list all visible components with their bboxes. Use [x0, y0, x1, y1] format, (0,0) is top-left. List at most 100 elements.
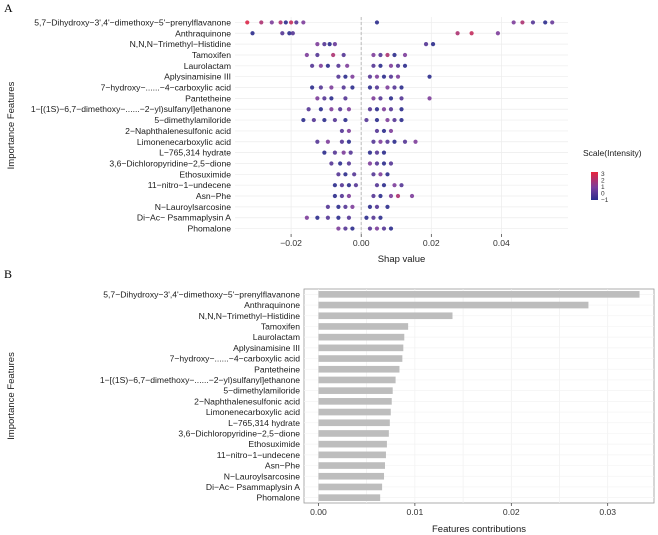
shap-point — [332, 193, 337, 199]
shap-point — [367, 74, 373, 79]
shap-point — [350, 85, 355, 90]
feature-label: N,N,N−Trimethyl−Histidine — [130, 39, 232, 49]
shap-point — [367, 226, 373, 231]
x-tick-label: 0.04 — [493, 238, 510, 248]
bar — [318, 344, 404, 352]
shap-point — [332, 42, 337, 47]
bar — [318, 472, 385, 480]
shap-point — [304, 52, 309, 58]
shap-x-axis-title: Shap value — [378, 254, 426, 265]
shap-point — [336, 172, 341, 177]
shap-point — [374, 117, 380, 123]
shap-point — [371, 193, 376, 199]
shap-point — [399, 85, 404, 90]
feature-label: Phomalone — [257, 493, 301, 503]
bar — [318, 419, 390, 427]
shap-point — [325, 139, 330, 144]
feature-label: 7−hydroxy−......−4−carboxylic acid — [170, 354, 301, 364]
feature-label: 1−[(1S)−6,7−dimethoxy−......−2−yl)sulfan… — [31, 104, 231, 114]
shap-point — [367, 204, 373, 209]
feature-label: Di−Ac− Psammaplysin A — [206, 482, 300, 492]
shap-point — [294, 20, 299, 25]
shap-point — [395, 63, 401, 68]
shap-point — [381, 74, 387, 79]
shap-point — [385, 52, 390, 58]
shap-point — [332, 183, 337, 188]
feature-label: Laurolactam — [253, 332, 300, 342]
shap-point — [530, 20, 536, 25]
shap-point — [371, 215, 376, 220]
bar — [318, 312, 453, 320]
shap-point — [364, 117, 369, 123]
bar-x-axis-title: Features contributions — [432, 524, 526, 535]
legend-colorbar — [591, 172, 598, 200]
shap-point — [392, 85, 397, 90]
feature-label: Asn−Phe — [265, 461, 300, 471]
shap-point — [392, 117, 397, 123]
shap-point — [329, 107, 334, 112]
shap-point — [311, 117, 316, 123]
shap-point — [322, 96, 327, 101]
shap-point — [310, 63, 315, 68]
feature-label: N−Lauroylsarcosine — [155, 202, 231, 212]
shap-point — [325, 63, 330, 68]
feature-label: 5,7−Dihydroxy−3',4'−dimethoxy−5'−prenylf… — [34, 17, 231, 27]
bar-feature-labels: 5,7−Dihydroxy−3',4'−dimethoxy−5'−prenylf… — [100, 289, 300, 502]
bar — [318, 376, 396, 384]
feature-label: L−765,314 hydrate — [228, 418, 300, 428]
shap-point — [511, 20, 516, 25]
shap-point — [343, 117, 348, 123]
shap-point — [381, 161, 387, 166]
shap-point — [367, 150, 373, 155]
shap-point — [322, 150, 327, 155]
shap-point — [346, 215, 352, 220]
shap-point — [392, 139, 397, 144]
legend-tick-label: 0 — [601, 191, 605, 198]
shap-point — [301, 117, 306, 123]
shap-point — [318, 63, 323, 68]
x-tick-label: 0.03 — [599, 507, 616, 517]
shap-point — [336, 74, 341, 79]
shap-point — [381, 128, 387, 134]
shap-point — [341, 85, 346, 90]
shap-point — [350, 204, 355, 209]
shap-point — [304, 215, 309, 220]
shap-point — [495, 31, 500, 36]
legend-title: Scale(Intensity) — [583, 148, 642, 158]
shap-point — [402, 52, 408, 58]
shap-point — [332, 150, 337, 155]
feature-label: N−Lauroylsarcosine — [224, 471, 300, 481]
feature-label: Anthraquinone — [175, 28, 231, 38]
bar — [318, 462, 385, 469]
shap-point — [245, 20, 250, 25]
shap-point — [374, 20, 380, 25]
feature-label: 1−[(1S)−6,7−dimethoxy−......−2−yl)sulfan… — [100, 375, 300, 385]
bar-x-ticks: 0.00 0.01 0.02 0.03 — [310, 503, 616, 517]
feature-label: Anthraquinone — [244, 300, 300, 310]
bar — [318, 387, 393, 394]
panel-b-letter: B — [4, 267, 12, 281]
shap-point — [259, 20, 264, 25]
shap-point — [385, 85, 390, 90]
bar-y-axis-title: Importance Features — [6, 352, 17, 440]
shap-point — [388, 96, 394, 101]
shap-point — [353, 183, 359, 188]
shap-point — [280, 31, 285, 36]
feature-label: N,N,N−Trimethyl−Histidine — [199, 311, 301, 321]
bar — [318, 355, 403, 362]
feature-label: 5−dimethylamiloride — [154, 115, 231, 125]
shap-point — [345, 63, 350, 68]
shap-point — [413, 139, 418, 144]
feature-label: 2−Naphthalenesulfonic acid — [194, 396, 300, 406]
shap-point — [339, 183, 345, 188]
shap-point — [371, 52, 376, 58]
x-tick-label: 0.01 — [407, 507, 424, 517]
feature-label: Asn−Phe — [196, 191, 231, 201]
feature-label: Laurolactam — [184, 61, 231, 71]
feature-label: Phomalone — [188, 224, 232, 234]
shap-point — [455, 31, 460, 36]
shap-point — [315, 139, 320, 144]
bar — [318, 451, 386, 459]
shap-point — [371, 139, 376, 144]
